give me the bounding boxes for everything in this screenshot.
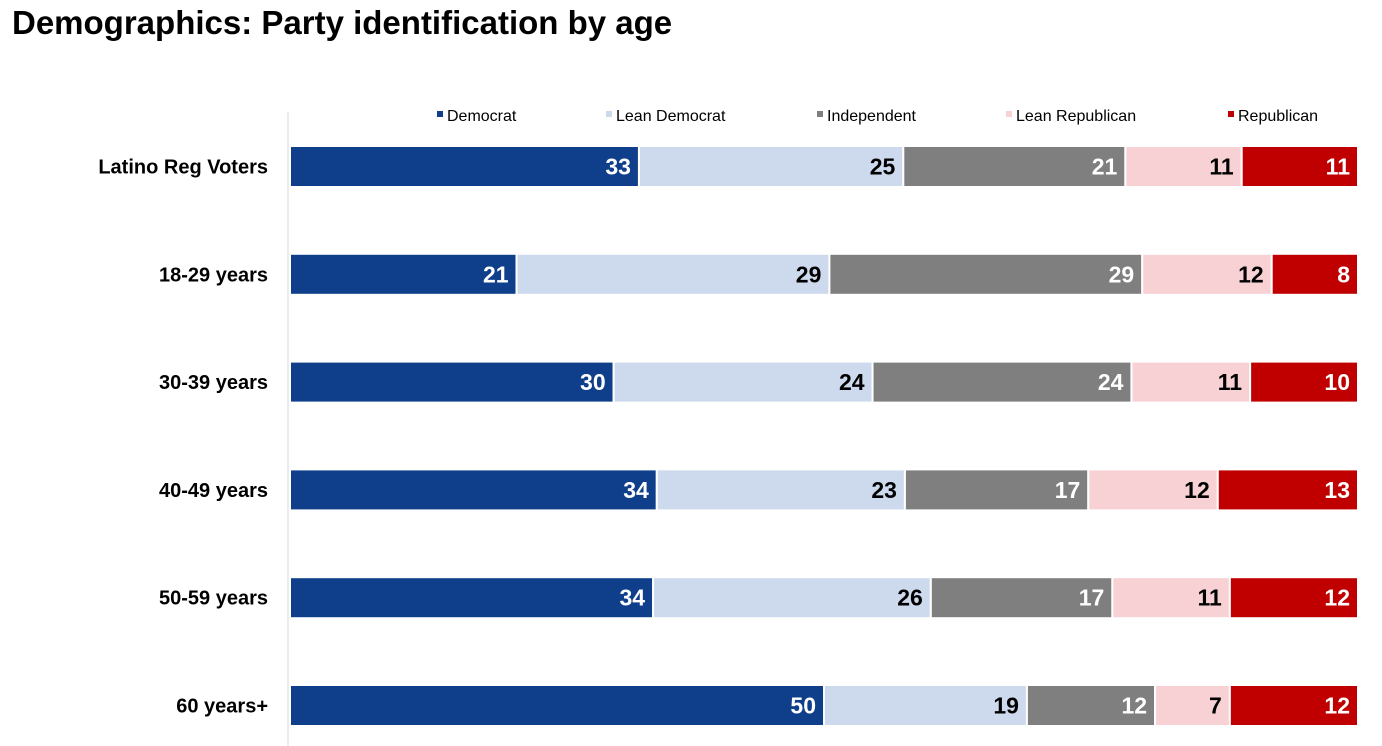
row-40-49-years: 40-49 years 34 23 17 12 13 [159,468,1359,512]
bar-segment-independent [871,360,1133,404]
value-label-democrat: 30 [580,369,606,395]
bar-segment-republican [1228,684,1359,727]
value-label-republican: 8 [1337,261,1350,287]
value-label-democrat: 50 [790,693,816,719]
row-30-39-years: 30-39 years 30 24 24 11 10 [159,360,1359,404]
bar-segment-republican [1240,145,1360,188]
category-label: Latino Reg Voters [98,157,268,179]
legend-label-republican: Republican [1238,108,1318,125]
chart-title: Demographics: Party identification by ag… [12,4,673,41]
bar-segment-democrat [289,576,655,620]
category-label: 50-59 years [159,588,268,610]
value-label-democrat: 34 [620,585,646,611]
bar-segment-independent [828,252,1144,296]
bar-rows: Latino Reg Voters 33 25 21 11 11 18-29 years 21… [98,145,1360,727]
legend-item-democrat: Democrat [437,108,517,125]
bar-segment-lean-democrat [655,468,906,512]
bar-segment-lean-republican [1087,468,1219,512]
bar-segment-lean-republican [1111,576,1231,620]
value-label-lean-democrat: 19 [993,693,1019,719]
value-label-lean-republican: 11 [1218,369,1243,395]
value-label-democrat: 34 [623,477,649,503]
value-label-lean-democrat: 25 [870,154,896,180]
value-label-independent: 29 [1109,261,1135,287]
category-label: 30-39 years [159,372,268,394]
row-latino-reg-voters: Latino Reg Voters 33 25 21 11 11 [98,145,1360,188]
category-label: 60 years+ [176,696,268,718]
value-label-lean-democrat: 24 [839,369,865,395]
legend: Democrat Lean Democrat Independent Lean Rep… [437,108,1318,125]
bar-segment-independent [902,145,1127,188]
bar-segment-democrat [289,684,825,727]
value-label-lean-democrat: 26 [897,585,923,611]
value-label-republican: 10 [1324,369,1350,395]
value-label-lean-republican: 11 [1209,154,1234,180]
legend-label-independent: Independent [827,108,917,125]
value-label-lean-republican: 7 [1209,693,1222,719]
value-label-republican: 11 [1326,154,1351,180]
value-label-democrat: 21 [483,261,509,287]
row-60-years: 60 years+ 50 19 12 7 12 [176,684,1359,727]
legend-item-lean-republican: Lean Republican [1006,108,1136,125]
bar-segment-republican [1216,468,1359,512]
bar-segment-independent [929,576,1114,620]
legend-item-republican: Republican [1228,108,1318,125]
legend-item-independent: Independent [817,108,917,125]
value-label-lean-democrat: 29 [796,261,822,287]
value-label-lean-republican: 12 [1238,261,1264,287]
category-label: 40-49 years [159,480,268,502]
bar-segment-republican [1249,360,1359,404]
value-label-independent: 17 [1079,585,1105,611]
bar-segment-lean-republican [1124,145,1243,188]
legend-label-lean-republican: Lean Republican [1016,108,1136,125]
value-label-lean-republican: 12 [1184,477,1210,503]
legend-swatch-lean-republican [1006,111,1012,117]
legend-swatch-democrat [437,111,443,117]
row-18-29-years: 18-29 years 21 29 29 12 8 [159,252,1360,296]
value-label-independent: 17 [1055,477,1081,503]
bar-segment-republican [1228,576,1359,620]
value-label-republican: 12 [1324,585,1350,611]
row-50-59-years: 50-59 years 34 26 17 11 12 [159,576,1359,620]
value-label-democrat: 33 [605,154,631,180]
bar-segment-democrat [289,252,518,296]
bar-segment-democrat [289,145,640,188]
bar-segment-lean-democrat [652,576,932,620]
bar-segment-republican [1270,252,1360,296]
value-label-republican: 12 [1324,693,1350,719]
value-label-independent: 24 [1098,369,1124,395]
bar-segment-democrat [289,468,658,512]
bar-segment-democrat [289,360,615,404]
bar-segment-lean-democrat [515,252,831,296]
bar-segment-lean-democrat [612,360,874,404]
legend-item-lean-democrat: Lean Democrat [606,108,726,125]
bar-segment-lean-democrat [637,145,905,188]
legend-label-democrat: Democrat [447,108,517,125]
value-label-republican: 13 [1324,477,1350,503]
category-label: 18-29 years [159,264,268,286]
legend-swatch-lean-democrat [606,111,612,117]
legend-swatch-republican [1228,111,1234,117]
value-label-lean-republican: 11 [1198,585,1223,611]
value-label-independent: 12 [1121,693,1147,719]
legend-label-lean-democrat: Lean Democrat [616,108,726,125]
legend-swatch-independent [817,111,823,117]
value-label-independent: 21 [1092,154,1118,180]
value-label-lean-democrat: 23 [871,477,897,503]
